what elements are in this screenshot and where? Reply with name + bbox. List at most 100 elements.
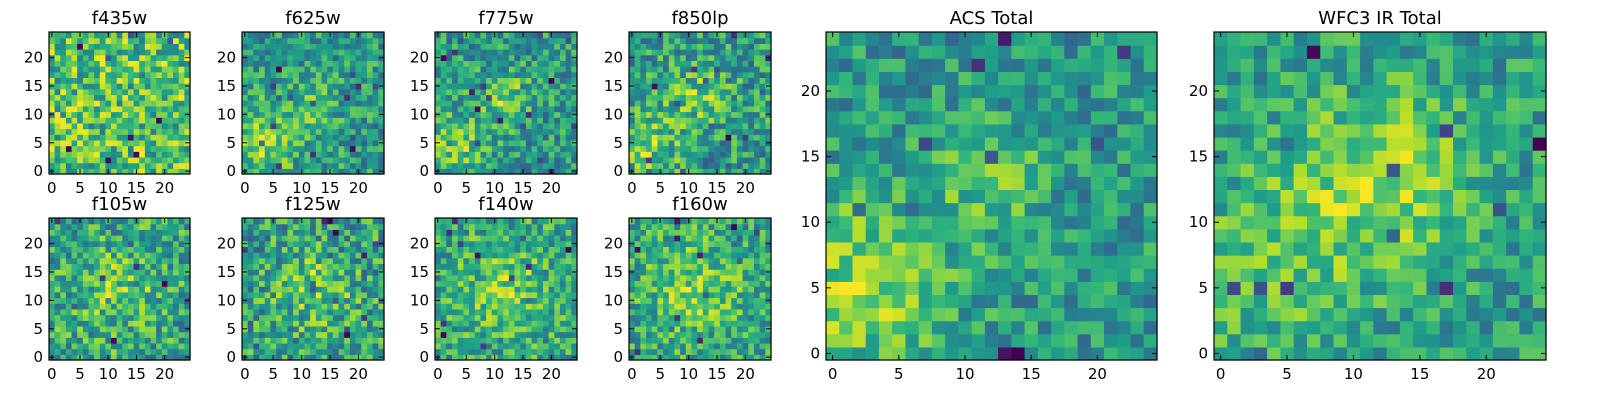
heatmap-cell [332,162,340,169]
heatmap-cell [571,88,578,96]
heatmap-cell [497,54,504,61]
heatmap-cell [139,117,146,124]
heatmap-cell [685,286,693,293]
heatmap-cell [691,168,698,175]
heatmap-cell [344,100,351,107]
heatmap-cell [663,117,670,124]
heatmap-cell [646,348,653,355]
heatmap-cell [503,77,510,84]
heatmap-cell [731,348,738,355]
heatmap-cell [742,105,749,113]
heatmap-cell [714,134,721,141]
heatmap-cell [116,218,123,225]
heatmap-cell [736,151,744,158]
heatmap-cell [281,297,289,304]
heatmap-cell [173,308,180,316]
heatmap-cell [480,274,487,282]
heatmap-cell [503,66,510,73]
heatmap-cell [65,54,73,61]
heatmap-cell [139,354,146,361]
heatmap-cell [167,229,174,236]
heatmap-cell [674,134,681,141]
heatmap-cell [446,128,453,135]
heatmap-cell [264,297,271,304]
heatmap-cell [702,60,710,67]
heatmap-cell [457,162,464,169]
heatmap-cell [150,314,157,321]
heatmap-cell [520,77,527,84]
heatmap-cell [691,66,698,73]
heatmap-cell [525,342,533,350]
heatmap-cell [184,286,191,293]
heatmap-cell [310,337,317,344]
heatmap-cell [714,71,721,79]
heatmap-cell [537,111,544,118]
heatmap-cell [144,43,152,50]
heatmap-cell [338,308,345,316]
heatmap-cell [71,286,78,293]
heatmap-cell [565,269,572,276]
heatmap-cell [344,331,351,338]
heatmap-cell [161,229,169,236]
heatmap-cell [82,240,90,247]
heatmap-cell [355,331,362,338]
heatmap-cell [71,325,78,333]
heatmap-cell [338,263,345,270]
heatmap-cell [753,88,761,96]
heatmap-cell [497,145,504,152]
heatmap-cell [646,162,653,169]
heatmap-cell [680,32,687,39]
heatmap-cell [691,88,698,96]
heatmap-cell [338,257,345,265]
heatmap-cell [697,83,704,90]
heatmap-cell [321,83,328,90]
heatmap-cell [571,229,578,236]
heatmap-cell [139,32,146,39]
heatmap-cell [60,83,67,90]
heatmap-cell [714,331,721,338]
heatmap-cell [287,54,294,61]
heatmap-cell [486,151,493,158]
heatmap-cell [537,117,544,124]
heatmap-cell [270,128,277,135]
heatmap-cell [708,134,715,141]
heatmap-cell [287,218,294,225]
heatmap-cell [742,286,749,293]
heatmap-cell [753,303,761,310]
heatmap-cell [178,229,185,236]
heatmap-cell [736,83,744,90]
heatmap-cell [753,280,761,287]
heatmap-cell [65,66,73,73]
heatmap-cell [742,348,749,355]
heatmap-cell [247,66,254,73]
heatmap-cell [554,77,561,84]
heatmap-cell [127,134,135,141]
heatmap-cell [537,71,544,79]
heatmap-cell [361,314,368,321]
heatmap-cell [264,337,271,344]
heatmap-cell [697,337,704,344]
heatmap-cell [88,246,95,253]
heatmap-cell [508,151,516,158]
heatmap-cell [82,151,90,158]
heatmap-cell [99,111,106,118]
heatmap-cell [571,218,578,225]
heatmap-cell [565,308,572,316]
heatmap-cell [293,139,300,147]
heatmap-cell [714,320,721,327]
heatmap-cell [742,37,749,44]
heatmap-cell [497,218,504,225]
heatmap-cell [144,331,152,338]
heatmap-cell [184,49,191,56]
heatmap-cell [167,77,174,84]
heatmap-cell [315,60,323,67]
heatmap-cell [71,134,78,141]
heatmap-cell [640,43,647,50]
heatmap-cell [105,71,112,79]
heatmap-cell [435,320,442,327]
heatmap-cell [99,257,106,265]
heatmap-cell [731,105,738,113]
heatmap-cell [708,105,715,113]
heatmap-cell [559,100,567,107]
heatmap-cell [565,77,572,84]
